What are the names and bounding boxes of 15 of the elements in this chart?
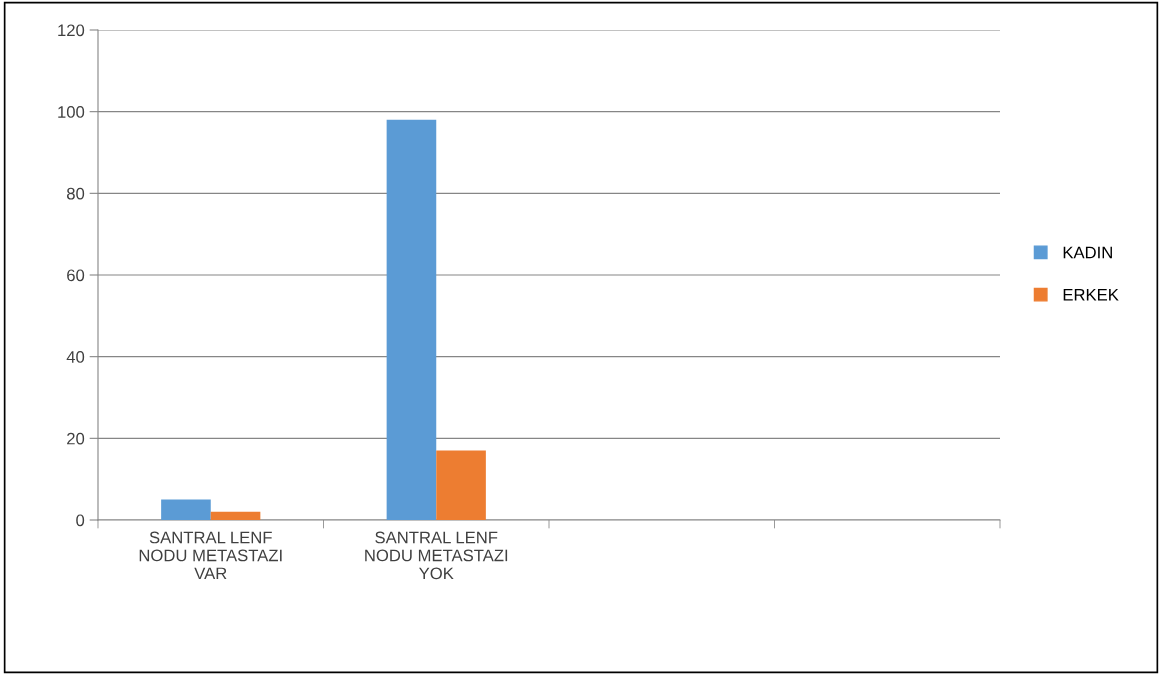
y-tick-label: 60	[67, 269, 85, 282]
bar	[161, 499, 211, 520]
y-tick-label: 80	[66, 187, 85, 200]
legend-label: ERKEK	[1063, 288, 1119, 301]
y-tick-label: 20	[67, 432, 85, 445]
x-tick-label: SANTRAL LENF NODU METASTAZI VAR	[139, 531, 282, 580]
bar	[210, 511, 261, 520]
y-tick-label: 120	[58, 24, 85, 37]
y-tick-label: 40	[66, 351, 85, 363]
y-tick-label: 0	[76, 514, 85, 527]
y-tick-label: 100	[58, 106, 85, 118]
legend-label: KADIN	[1063, 246, 1112, 259]
bar	[386, 119, 437, 520]
bar	[436, 450, 486, 520]
x-tick-label: SANTRAL LENF NODU METASTAZI YOK	[365, 531, 508, 580]
